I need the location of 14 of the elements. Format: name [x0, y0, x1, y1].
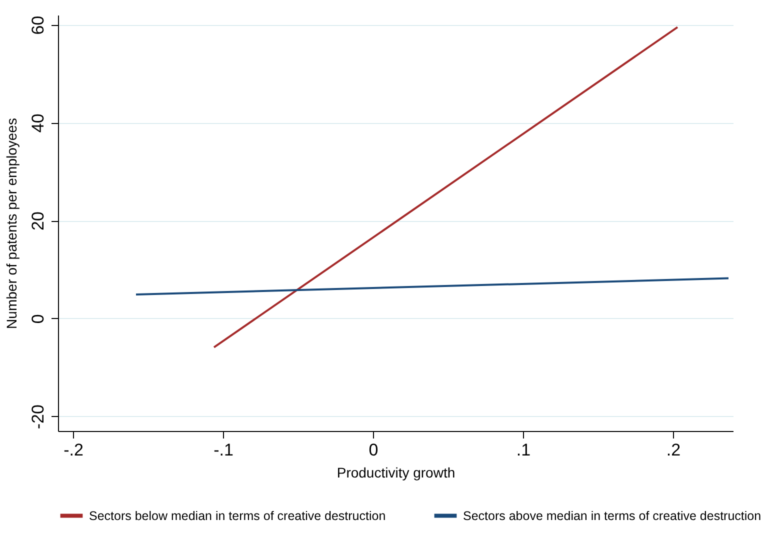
x-tick-label: .1	[516, 440, 531, 460]
y-tick-label: 20	[28, 212, 48, 231]
legend-label: Sectors below median in terms of creative destruction	[89, 508, 386, 523]
y-tick-label: 60	[28, 16, 48, 35]
y-axis-title: Number of patents per employees	[4, 118, 20, 329]
x-tick-label: -.1	[214, 440, 234, 460]
x-tick-label: -.2	[64, 440, 84, 460]
y-tick-label: 40	[28, 114, 48, 133]
y-tick-label: 0	[28, 314, 48, 324]
x-axis-title: Productivity growth	[336, 464, 456, 480]
x-tick-label: 0	[368, 440, 378, 460]
y-tick-label: -20	[28, 404, 48, 430]
legend-label: Sectors above median in terms of creative destruction	[463, 508, 762, 523]
x-tick-label: .2	[666, 440, 681, 460]
